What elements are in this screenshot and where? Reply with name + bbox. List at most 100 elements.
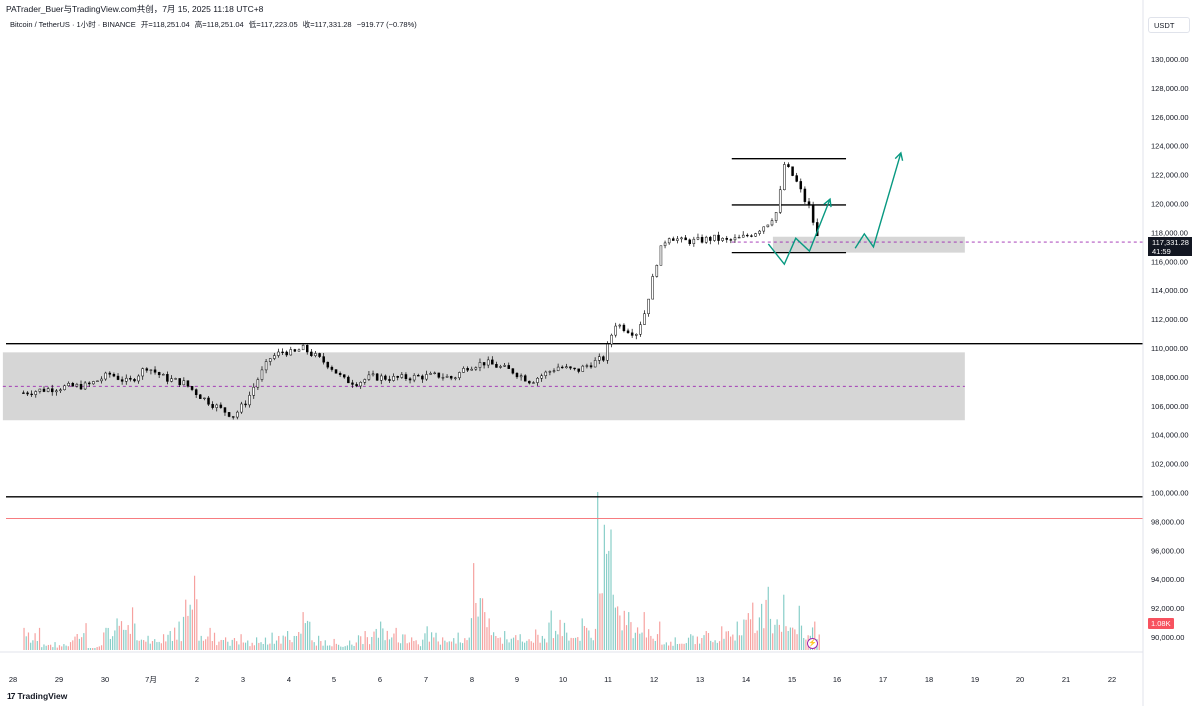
volume-bar xyxy=(291,642,293,650)
volume-bar xyxy=(524,642,526,650)
volume-bar xyxy=(504,631,506,650)
volume-bar xyxy=(238,644,240,650)
candle xyxy=(445,374,449,378)
volume-bar xyxy=(667,645,670,650)
time-tick-label: 19 xyxy=(971,675,979,684)
candle xyxy=(766,224,770,228)
candle xyxy=(635,333,638,340)
candle xyxy=(334,369,338,374)
candle-body xyxy=(528,380,531,384)
volume-bar xyxy=(362,644,364,650)
candle xyxy=(338,371,342,377)
candle xyxy=(55,388,58,396)
candle-body xyxy=(108,372,112,375)
candle xyxy=(667,237,671,245)
volume-bar xyxy=(721,626,723,650)
candle-body xyxy=(244,403,247,406)
volume-bar xyxy=(767,586,769,650)
candle xyxy=(157,371,161,379)
candle xyxy=(462,366,465,373)
candle xyxy=(626,328,630,334)
close-label: 收= xyxy=(302,20,315,29)
volume-bar xyxy=(145,641,147,650)
candle-body xyxy=(384,375,387,380)
volume-bar xyxy=(127,625,129,650)
candle-body xyxy=(540,375,543,379)
candle xyxy=(659,245,663,266)
candle-body xyxy=(807,201,811,206)
candle-body xyxy=(157,372,161,376)
price-tick-label: 94,000.00 xyxy=(1151,575,1184,584)
candle xyxy=(149,369,153,375)
volume-bar xyxy=(65,645,67,650)
candle xyxy=(203,397,206,401)
volume-bar xyxy=(559,619,561,650)
volume-bar xyxy=(665,642,667,650)
volume-bar xyxy=(129,633,131,650)
candle-body xyxy=(363,379,367,383)
volume-bar xyxy=(69,642,72,650)
candle-body xyxy=(338,373,342,375)
candle-body xyxy=(795,175,798,182)
volume-bar xyxy=(506,639,508,650)
candle xyxy=(199,394,202,399)
time-tick-label: 9 xyxy=(515,675,519,684)
candle-body xyxy=(643,313,646,325)
candle xyxy=(244,400,247,408)
volume-bar xyxy=(568,640,570,650)
volume-bar xyxy=(550,610,552,650)
candle-body xyxy=(297,349,301,352)
candle xyxy=(655,264,659,278)
candle-body xyxy=(466,368,469,371)
candle xyxy=(528,380,531,385)
candle xyxy=(71,381,75,387)
lightning-icon[interactable]: ⚡ xyxy=(807,638,818,649)
symbol-name[interactable]: Bitcoin / TetherUS · 1小时 · BINANCE xyxy=(10,20,136,29)
candle-body xyxy=(725,237,729,240)
candle-body xyxy=(791,166,794,176)
candle xyxy=(83,381,87,390)
candle xyxy=(75,382,79,388)
volume-bar xyxy=(694,644,696,650)
volume-bar xyxy=(333,638,335,650)
candle xyxy=(610,333,613,348)
price-tick-label: 122,000.00 xyxy=(1151,171,1189,180)
price-tick-label: 98,000.00 xyxy=(1151,517,1184,526)
volume-bar xyxy=(736,621,738,650)
volume-bar xyxy=(594,628,597,650)
currency-selector[interactable]: USDT xyxy=(1148,17,1190,33)
candle xyxy=(688,238,691,246)
volume-bar xyxy=(479,598,481,650)
candle xyxy=(630,328,634,338)
candle-body xyxy=(273,355,276,359)
volume-bar xyxy=(58,645,61,650)
volume-bar xyxy=(375,628,377,650)
volume-bar xyxy=(313,642,315,650)
volume-bar xyxy=(289,639,291,650)
candle xyxy=(38,388,42,394)
volume-bar xyxy=(603,524,605,650)
candle xyxy=(273,352,276,361)
price-tick-label: 116,000.00 xyxy=(1151,257,1188,266)
volume-bar xyxy=(154,639,156,650)
candle-body xyxy=(717,234,720,241)
brand-logo[interactable]: 17 TradingView xyxy=(7,691,67,701)
volume-bar xyxy=(818,634,820,650)
volume-bar xyxy=(789,627,792,650)
tradingview-logo-icon: 17 xyxy=(7,691,16,701)
candle-body xyxy=(676,238,679,241)
candle xyxy=(256,377,260,391)
time-tick-label: 16 xyxy=(833,675,841,684)
candle xyxy=(174,377,177,380)
symbol-legend: Bitcoin / TetherUS · 1小时 · BINANCE 开=118… xyxy=(10,19,420,30)
candle xyxy=(758,229,761,236)
candle-body xyxy=(774,212,778,221)
candle xyxy=(92,380,95,385)
volume-bar xyxy=(758,617,761,650)
candle xyxy=(153,366,157,375)
candle-body xyxy=(672,238,675,241)
volume-bar xyxy=(140,639,143,650)
volume-bar xyxy=(267,644,269,650)
candle-body xyxy=(474,367,478,370)
